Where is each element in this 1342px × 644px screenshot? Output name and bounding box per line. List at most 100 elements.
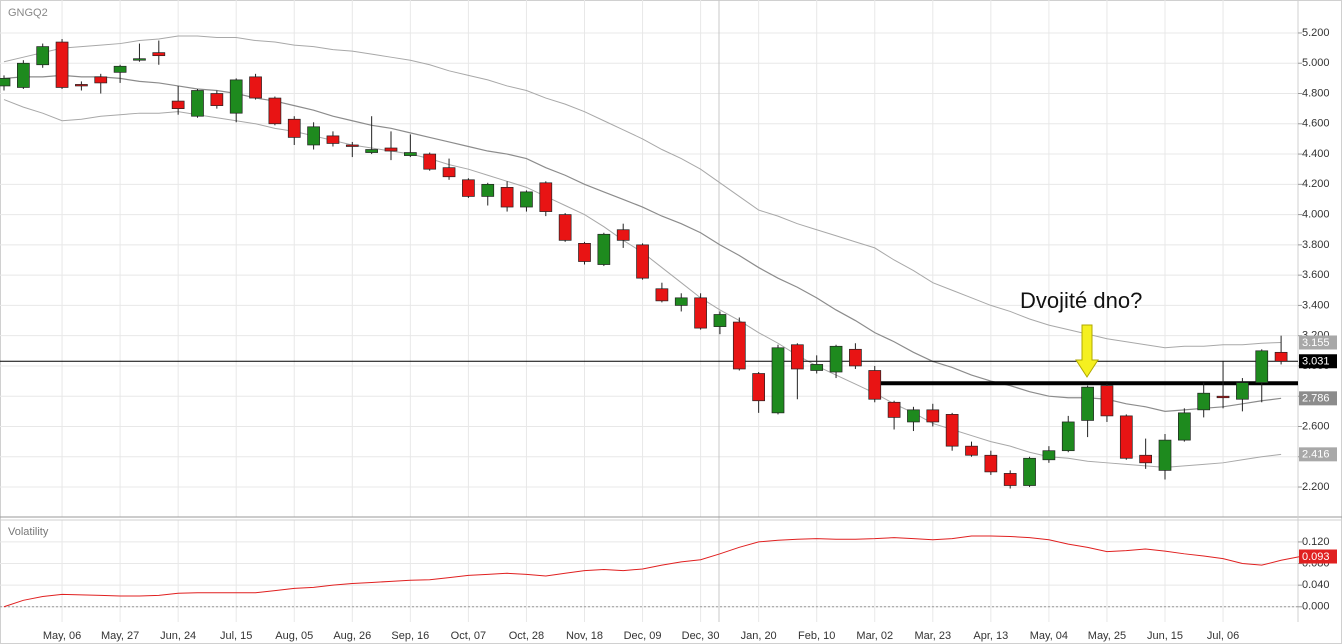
candle-body (36, 46, 50, 66)
y-tick-label: 4.200 (1302, 178, 1330, 190)
x-tick-label: Jul, 06 (1207, 630, 1239, 642)
candle-body (694, 297, 707, 329)
price-marker-label: 2.786 (1302, 393, 1330, 405)
price-marker (1299, 354, 1337, 369)
y-tick-label: 3.400 (1302, 299, 1330, 311)
y-tick-label: 4.400 (1302, 148, 1330, 160)
candle-body (249, 76, 262, 99)
candle-body (907, 409, 920, 423)
candle-body (1081, 386, 1094, 421)
candle-body (1100, 385, 1114, 417)
x-tick-label: Sep, 16 (391, 630, 429, 642)
x-tick-label: Jun, 15 (1147, 630, 1183, 642)
y-tick-label: 2.600 (1302, 420, 1330, 432)
candle-body (771, 347, 785, 414)
candle-body (616, 229, 630, 241)
candle-body (655, 288, 669, 302)
candle-body (887, 401, 901, 418)
price-marker-label: 0.093 (1302, 551, 1330, 563)
y-tick-label: 0.040 (1302, 579, 1330, 591)
candle-body (849, 348, 862, 367)
y-tick-label: 3.600 (1302, 269, 1330, 281)
y-tick-label: 2.200 (1302, 481, 1330, 493)
candle-body (1042, 450, 1056, 461)
price-marker (1299, 447, 1337, 462)
candle-body (868, 370, 882, 400)
x-tick-label: Dec, 30 (682, 630, 720, 642)
y-tick-label: 5.000 (1302, 57, 1330, 69)
price-marker (1299, 549, 1337, 564)
candle-body (345, 144, 359, 147)
candle-body (1177, 412, 1191, 441)
candle-body (1255, 350, 1269, 383)
candle-body (113, 65, 127, 73)
candle-body (1061, 421, 1075, 452)
candle-body (1139, 454, 1153, 464)
candle-body (790, 344, 804, 370)
candle-body (229, 79, 243, 114)
candle-body (597, 233, 611, 265)
price-marker-label: 2.416 (1302, 449, 1330, 461)
price-marker (1299, 335, 1337, 350)
x-tick-label: Aug, 05 (275, 630, 313, 642)
y-tick-label: 5.200 (1302, 27, 1330, 39)
y-tick-label: 4.000 (1302, 209, 1330, 221)
candle-body (1236, 382, 1249, 400)
candle-body (268, 97, 282, 125)
x-tick-label: Feb, 10 (798, 630, 835, 642)
candle-body (1023, 457, 1036, 486)
y-tick-label: 4.800 (1302, 87, 1330, 99)
candle-body (752, 373, 766, 402)
chart-title: GNGQ2 (8, 7, 48, 19)
candle-body (636, 244, 649, 279)
candle-body (500, 187, 514, 208)
y-tick-label: 4.600 (1302, 118, 1330, 130)
candle-body (423, 153, 437, 170)
y-tick-label: 0.000 (1302, 601, 1330, 613)
candle-body (1003, 473, 1017, 486)
candle-body (191, 90, 204, 117)
x-tick-label: Mar, 23 (914, 630, 951, 642)
candle-body (55, 41, 69, 88)
x-tick-label: Oct, 07 (451, 630, 486, 642)
volatility-line (3, 535, 1301, 608)
candle-body (404, 152, 417, 156)
candle-body (558, 214, 572, 241)
candle-body (1274, 351, 1288, 362)
annotation-arrow (1075, 324, 1099, 378)
panel-title: Volatility (8, 526, 49, 538)
candle-body (578, 243, 591, 262)
candle-body (481, 183, 495, 197)
x-tick-label: Aug, 26 (333, 630, 371, 642)
candle-body (520, 191, 533, 208)
price-marker-label: 3.155 (1302, 337, 1330, 349)
candle-body (1216, 395, 1230, 399)
price-marker-label: 3.031 (1302, 356, 1330, 368)
candle-body (732, 321, 746, 370)
price-marker (1299, 391, 1337, 406)
candle-body (539, 182, 553, 212)
candle-body (133, 58, 146, 61)
candle-body (365, 149, 378, 153)
candle-body (462, 179, 475, 197)
x-tick-label: May, 27 (101, 630, 139, 642)
x-tick-label: May, 25 (1088, 630, 1126, 642)
candle-body (326, 135, 340, 144)
x-tick-label: Oct, 28 (509, 630, 544, 642)
x-tick-label: Apr, 13 (973, 630, 1008, 642)
price-panel (0, 35, 1298, 489)
candle-body (829, 345, 843, 373)
candle-body (17, 62, 30, 88)
candle-body (442, 167, 456, 178)
x-tick-label: Jul, 15 (220, 630, 252, 642)
x-tick-label: Jan, 20 (741, 630, 777, 642)
candle-body (75, 84, 88, 87)
candle-body (287, 118, 301, 138)
candle-body (965, 445, 978, 456)
y-tick-label: 3.800 (1302, 239, 1330, 251)
x-tick-label: May, 04 (1030, 630, 1068, 642)
candle-body (1197, 392, 1211, 411)
candle-body (384, 147, 398, 152)
